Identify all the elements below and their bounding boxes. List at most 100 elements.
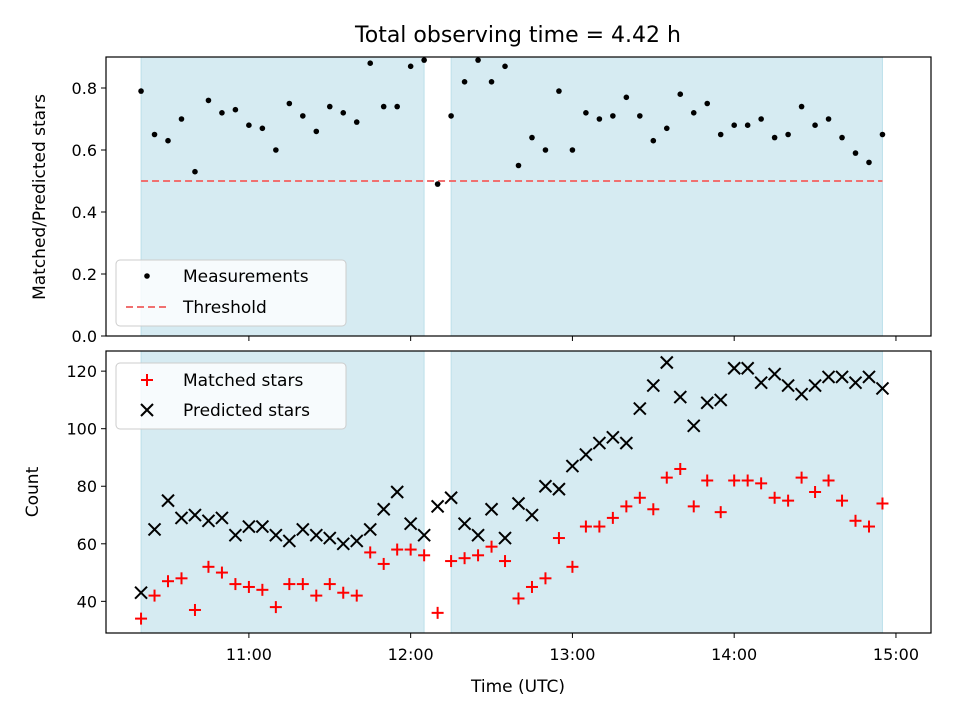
matched-star-point <box>458 552 471 565</box>
matched-star-point <box>876 497 889 510</box>
predicted-star-point <box>363 522 377 537</box>
measurement-point <box>758 116 764 122</box>
measurement-point <box>475 57 481 63</box>
matched-star-point <box>202 560 215 573</box>
bottom-y-tick-label: 60 <box>77 535 97 554</box>
chart-title: Total observing time = 4.42 h <box>354 23 681 48</box>
matched-star-point <box>418 549 431 562</box>
predicted-star-point <box>174 511 189 525</box>
matched-star-point <box>849 514 862 527</box>
predicted-star-point <box>552 482 566 496</box>
measurement-point <box>300 113 306 119</box>
predicted-star-point <box>579 447 593 462</box>
predicted-star-point <box>336 537 350 551</box>
predicted-star-point <box>188 508 202 522</box>
legend-measurements-label: Measurements <box>183 267 309 287</box>
matched-star-point <box>296 578 309 591</box>
bottom-y-tick-label: 120 <box>66 362 97 381</box>
measurement-point <box>178 116 185 122</box>
matched-star-point <box>431 606 444 619</box>
matched-star-point <box>310 589 323 602</box>
matched-star-point <box>472 549 485 562</box>
top-y-tick-label: 0.0 <box>72 327 97 346</box>
predicted-star-point <box>821 370 836 384</box>
matched-star-point <box>701 474 714 487</box>
matched-star-point <box>215 566 228 579</box>
measurement-point <box>407 63 414 70</box>
matched-star-point <box>485 540 498 553</box>
top-legend-box <box>115 259 347 327</box>
predicted-star-point <box>498 531 512 545</box>
matched-star-point <box>175 572 188 585</box>
measurement-point <box>879 131 886 138</box>
measurement-point <box>367 60 374 66</box>
measurement-point <box>421 57 427 63</box>
predicted-star-point <box>646 378 661 393</box>
bottom-x-tick-label: 12:00 <box>388 645 434 664</box>
legend-matched-marker <box>141 374 153 386</box>
predicted-star-point <box>457 516 472 531</box>
measurement-point <box>488 79 495 85</box>
measurement-point <box>677 91 684 97</box>
measurement-point <box>556 88 562 94</box>
matched-star-point <box>633 491 646 504</box>
measurement-point <box>313 128 320 135</box>
predicted-star-point <box>376 502 391 516</box>
matched-star-point <box>229 578 242 591</box>
measurement-point <box>502 63 508 70</box>
x-axis-label: Time (UTC) <box>470 677 565 697</box>
matched-star-point <box>768 491 781 504</box>
bottom-x-tick-label: 13:00 <box>549 645 595 664</box>
matched-star-point <box>445 555 458 568</box>
matched-star-point <box>525 580 538 593</box>
predicted-star-point <box>403 516 418 531</box>
matched-star-point <box>782 494 795 507</box>
measurement-point <box>515 162 522 169</box>
matched-star-point <box>391 543 404 556</box>
measurement-point <box>690 110 697 116</box>
legend-measurements-marker <box>144 273 150 279</box>
bottom-x-tick-label: 14:00 <box>711 645 757 664</box>
matched-star-point <box>404 543 417 556</box>
matched-star-point <box>714 506 727 519</box>
measurement-point <box>246 122 252 128</box>
predicted-star-point <box>794 387 809 401</box>
matched-star-point <box>620 500 633 513</box>
measurement-point <box>259 125 266 132</box>
matched-star-point <box>148 589 161 602</box>
measurement-point <box>744 122 751 128</box>
measurement-point <box>434 181 441 187</box>
predicted-star-point <box>848 375 863 390</box>
predicted-star-point <box>417 528 431 542</box>
measurement-point <box>583 110 589 116</box>
measurement-point <box>839 134 845 141</box>
measurement-point <box>232 106 239 113</box>
top-y-tick-label: 0.2 <box>72 265 97 284</box>
measurement-point <box>461 79 468 85</box>
bottom-y-tick-label: 40 <box>77 592 97 611</box>
bottom-x-tick-label: 11:00 <box>226 645 272 664</box>
measurement-point <box>353 119 360 125</box>
predicted-star-point <box>323 531 337 545</box>
matched-star-point <box>283 578 296 591</box>
predicted-star-point <box>875 381 890 396</box>
bottom-x-tick-label: 15:00 <box>873 645 919 664</box>
predicted-star-point <box>713 393 728 407</box>
matched-star-point <box>350 589 363 602</box>
matched-star-point <box>566 560 579 573</box>
measurement-point <box>340 110 347 116</box>
measurement-point <box>596 116 603 122</box>
predicted-star-point <box>808 378 822 393</box>
measurement-point <box>623 94 630 101</box>
matched-star-point <box>377 557 390 570</box>
predicted-star-point <box>592 436 607 450</box>
measurement-point <box>286 100 293 107</box>
predicted-star-point <box>215 511 229 525</box>
matched-star-point <box>593 520 606 533</box>
matched-star-point <box>660 471 673 484</box>
predicted-star-point <box>754 375 768 390</box>
matched-star-point <box>337 586 350 599</box>
matched-star-point <box>795 471 808 484</box>
matched-star-point <box>606 511 619 524</box>
